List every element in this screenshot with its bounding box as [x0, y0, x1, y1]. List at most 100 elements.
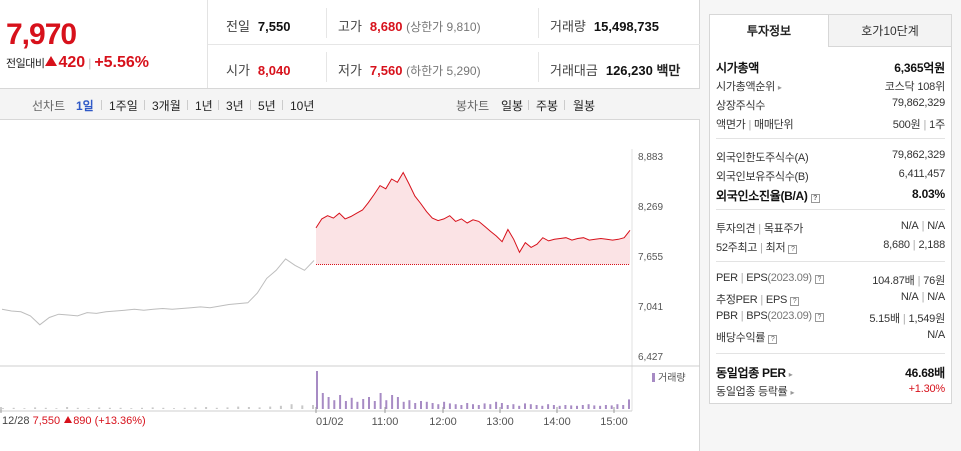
volume-bar-prev [76, 407, 79, 409]
change-label: 전일대비 [6, 58, 45, 70]
candle-weekly-button[interactable]: 주봉 [536, 99, 559, 113]
volume-bar-today [414, 403, 417, 409]
caret-right-icon: ▸ [788, 370, 793, 379]
volume-bar-prev [98, 407, 101, 409]
foreign-hold-row: 외국인보유주식수(B) 6,411,457 [716, 168, 945, 183]
volume-bar-today [460, 405, 463, 409]
y-tick-label: 8,269 [638, 202, 663, 213]
invest-info-box: 투자정보 호가10단계 시가총액 6,365억원 시가총액순위 ▸ 코스닥 108… [709, 14, 952, 404]
volume-bar-today [628, 399, 630, 409]
volume-legend-swatch [652, 373, 655, 382]
period-1week-button[interactable]: 1주일 [109, 99, 138, 113]
price-chart: 8,883 8,269 7,655 7,041 6,427 거래량 01/02 11:00 12… [0, 121, 700, 451]
tab-invest-info[interactable]: 투자정보 [710, 15, 829, 47]
volume-bar-prev [162, 407, 165, 409]
dividend-row: 배당수익률? N/A [716, 329, 945, 344]
help-icon[interactable]: ? [814, 275, 824, 284]
volume-bar-prev [301, 405, 304, 409]
prev-close: 전일 7,550 [226, 19, 291, 34]
period-1year-button[interactable]: 1년 [195, 99, 213, 113]
help-icon[interactable]: ? [790, 297, 800, 306]
volume-bar-today [500, 403, 503, 409]
volume-bar-today [570, 405, 573, 409]
volume-bar-prev [23, 408, 26, 409]
period-5year-button[interactable]: 5년 [258, 99, 276, 113]
volume-bar-today [321, 393, 324, 409]
y-tick-label: 7,041 [638, 302, 663, 313]
volume-bar-today [344, 401, 347, 409]
help-icon[interactable]: ? [814, 313, 824, 322]
volume-bar-today [385, 400, 388, 409]
volume-bar-today [604, 405, 607, 409]
period-10year-button[interactable]: 10년 [290, 99, 315, 113]
price-change: 전일대비 420 | +5.56% [6, 54, 150, 71]
volume-bar-today [350, 397, 353, 409]
period-1day-button[interactable]: 1일 [76, 99, 94, 113]
volume-bar-today [472, 404, 474, 409]
volume-bar-today [489, 404, 492, 409]
per-eps-row: PER | EPS(2023.09)? 104.87배 | 76원 [716, 272, 945, 287]
bottom-change: 890 [73, 415, 92, 427]
x-tick-label: 01/02 [316, 416, 344, 428]
opinion-row: 투자의견 | 목표주가 N/A | N/A [716, 220, 945, 235]
turnover: 거래대금 126,230 백만 [550, 63, 681, 78]
volume-bar-prev [66, 407, 69, 409]
volume-bar-today [610, 405, 613, 409]
quote-table: 전일 7,550 고가 8,680 (상한가 9,810) 거래량 15,498,73… [208, 0, 700, 88]
tab-order-book[interactable]: 호가10단계 [829, 15, 951, 47]
x-tick-label: 15:00 [600, 416, 628, 428]
volume-bar-today [558, 405, 561, 409]
volume-bar-today [339, 395, 342, 409]
volume: 거래량 15,498,735 [550, 19, 659, 34]
volume-bar-today [529, 404, 532, 409]
volume-bar-prev [312, 405, 314, 409]
y-tick-label: 7,655 [638, 252, 663, 263]
volume-bar-today [379, 393, 382, 409]
volume-bar-today [431, 403, 434, 409]
volume-bar-today [616, 404, 619, 409]
candle-monthly-button[interactable]: 월봉 [573, 99, 596, 113]
volume-bar-prev [258, 407, 261, 409]
bottom-price: 7,550 [32, 415, 61, 427]
price-chart-svg: 8,883 8,269 7,655 7,041 6,427 거래량 01/02 11:00 12… [0, 149, 700, 428]
volume-bar-today [622, 405, 625, 409]
volume-bar-prev [44, 407, 47, 409]
volume-bar-today [512, 404, 515, 409]
up-triangle-icon [64, 416, 73, 423]
volume-bar-prev [215, 407, 218, 409]
volume-bar-prev [173, 408, 175, 409]
volume-bar-today [402, 401, 405, 409]
market-cap-row: 시가총액 6,365억원 [716, 61, 945, 75]
up-triangle-icon [45, 56, 58, 66]
x-tick-label: 12:00 [429, 416, 457, 428]
help-icon[interactable]: ? [810, 194, 820, 203]
volume-bar-today [362, 399, 365, 409]
chart-toolbar: 선차트 1일 1주일 3개월 1년 3년 5년 10년 봉차트 일봉 주봉 월봉 [0, 88, 700, 120]
volume-bar-today [495, 401, 498, 409]
open-price: 시가 8,040 [226, 63, 291, 78]
caret-right-icon: ▸ [777, 83, 782, 92]
help-icon[interactable]: ? [788, 245, 798, 254]
period-3month-button[interactable]: 3개월 [152, 99, 181, 113]
volume-bar-prev [279, 405, 282, 409]
volume-bar-today [564, 405, 567, 409]
volume-bar-today [587, 404, 590, 409]
volume-bar-today [518, 405, 521, 409]
line-chart-label: 선차트 [32, 99, 66, 113]
candle-daily-button[interactable]: 일봉 [501, 99, 524, 113]
week52-row: 52주최고 | 최저? 8,680 | 2,188 [716, 239, 945, 254]
volume-bar-prev [226, 407, 229, 409]
volume-bar-today [506, 405, 509, 409]
volume-bar-today [535, 405, 538, 409]
change-amount: 420 [58, 54, 86, 71]
est-per-row: 추정PER | EPS? N/A | N/A [716, 291, 945, 306]
volume-bar-today [396, 397, 399, 409]
volume-bar-today [437, 404, 440, 409]
volume-bar-prev [141, 407, 143, 409]
period-3year-button[interactable]: 3년 [226, 99, 244, 113]
volume-bar-today [576, 405, 578, 409]
help-icon[interactable]: ? [768, 335, 778, 344]
shares-row: 상장주식수 79,862,329 [716, 97, 945, 112]
volume-bar-prev [34, 407, 37, 409]
